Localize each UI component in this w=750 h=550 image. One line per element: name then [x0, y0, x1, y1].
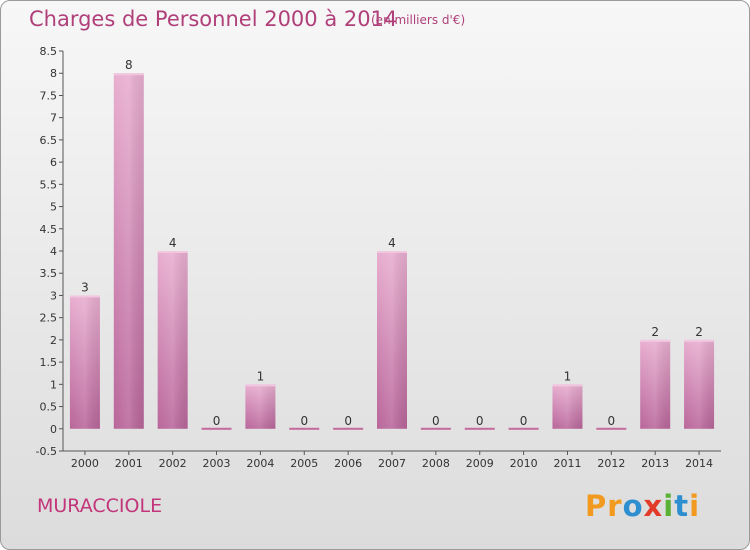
- logo-letter: t: [674, 489, 690, 523]
- bar: [333, 427, 364, 430]
- chart-subtitle: (en milliers d'€): [371, 13, 466, 27]
- x-tick-label: 2013: [641, 457, 669, 470]
- logo-letter: o: [622, 489, 644, 523]
- x-tick-label: 2012: [597, 457, 625, 470]
- y-tick-label: 1: [50, 378, 57, 391]
- bar-top-edge: [640, 339, 671, 342]
- logo-letter: P: [585, 489, 608, 523]
- bar-top-edge: [377, 251, 407, 253]
- bar-top-edge: [113, 73, 144, 76]
- y-tick-label: 2.5: [40, 312, 58, 325]
- bar-value-label: 4: [169, 236, 177, 250]
- y-tick-label: 1.5: [40, 356, 58, 369]
- x-tick-label: 2004: [246, 457, 274, 470]
- y-tick-label: 4: [50, 245, 57, 258]
- bar-value-label: 3: [81, 280, 89, 294]
- logo-letter: i: [689, 489, 701, 523]
- bar-shade: [684, 339, 715, 429]
- bar-shade: [245, 384, 276, 429]
- x-tick-label: 2008: [422, 457, 450, 470]
- bar-value-label: 1: [564, 369, 572, 383]
- x-tick-label: 2010: [510, 457, 538, 470]
- bar-value-label: 1: [257, 369, 265, 383]
- bar-value-label: 8: [125, 58, 133, 72]
- bar-top-edge: [245, 384, 276, 387]
- y-tick-label: 0.5: [40, 401, 58, 414]
- bar-shade: [552, 384, 583, 429]
- bar-shade: [113, 73, 144, 429]
- bar-value-label: 4: [388, 236, 396, 250]
- y-tick-label: 5: [50, 201, 57, 214]
- bar: [464, 427, 495, 430]
- bar: [420, 427, 451, 430]
- bar-value-label: 0: [432, 414, 440, 428]
- y-tick-label: 6.5: [40, 134, 58, 147]
- bars: [69, 73, 715, 430]
- x-tick-label: 2001: [115, 457, 143, 470]
- bar-top-edge: [552, 384, 583, 387]
- proxiti-logo: Proxiti: [585, 489, 700, 523]
- bar-shade: [69, 295, 100, 429]
- y-tick-label: 3.5: [40, 267, 58, 280]
- bar: [289, 427, 320, 430]
- y-tick-label: 7.5: [40, 89, 58, 102]
- bar: [596, 427, 627, 430]
- commune-name: MURACCIOLE: [37, 495, 163, 517]
- bar-value-label: 2: [651, 325, 659, 339]
- y-tick-label: 8.5: [40, 45, 58, 58]
- bar-value-label: 0: [213, 414, 221, 428]
- y-tick-label: 7: [50, 112, 57, 125]
- x-tick-label: 2011: [553, 457, 581, 470]
- bar-top-edge: [157, 251, 188, 253]
- x-tick-label: 2003: [203, 457, 231, 470]
- bar-value-label: 0: [344, 414, 352, 428]
- y-tick-label: 2: [50, 334, 57, 347]
- y-tick-label: 3: [50, 289, 57, 302]
- logo-letter: i: [663, 489, 675, 523]
- y-tick-label: 6: [50, 156, 57, 169]
- x-tick-label: 2000: [71, 457, 99, 470]
- y-tick-label: 0: [50, 423, 57, 436]
- bar-value-label: 2: [695, 325, 703, 339]
- bar-shade: [377, 251, 407, 429]
- bar-top-edge: [69, 295, 100, 298]
- bar-value-label: 0: [476, 414, 484, 428]
- bar-value-label: 0: [300, 414, 308, 428]
- x-tick-label: 2002: [159, 457, 187, 470]
- axes: -0.5 0 0.5 1 1.5 2 2.5 3 3.5 4 4.5 5 5.5 6 6.5 7 7.5 8 8.5…: [36, 45, 721, 470]
- x-tick-label: 2009: [466, 457, 494, 470]
- x-tick-label: 2007: [378, 457, 406, 470]
- chart-title: Charges de Personnel 2000 à 2014: [29, 7, 398, 31]
- y-tick-label: 8: [50, 67, 57, 80]
- logo-letter: r: [607, 489, 623, 523]
- logo-letter: x: [643, 489, 664, 523]
- x-tick-label: 2014: [685, 457, 713, 470]
- y-tick-label: -0.5: [36, 445, 57, 458]
- bar-shade: [157, 251, 188, 429]
- bar-value-label: 0: [520, 414, 528, 428]
- bar-value-label: 0: [608, 414, 616, 428]
- bar: [201, 427, 232, 430]
- x-tick-label: 2005: [290, 457, 318, 470]
- bar: [508, 427, 539, 430]
- y-tick-label: 5.5: [40, 178, 58, 191]
- y-tick-label: 4.5: [40, 223, 58, 236]
- value-labels: 3 8 4 0 1 0 0 4 0 0 0 1 0 2 2: [81, 58, 703, 428]
- x-tick-label: 2006: [334, 457, 362, 470]
- bar-top-edge: [684, 339, 715, 342]
- bar-shade: [640, 339, 671, 429]
